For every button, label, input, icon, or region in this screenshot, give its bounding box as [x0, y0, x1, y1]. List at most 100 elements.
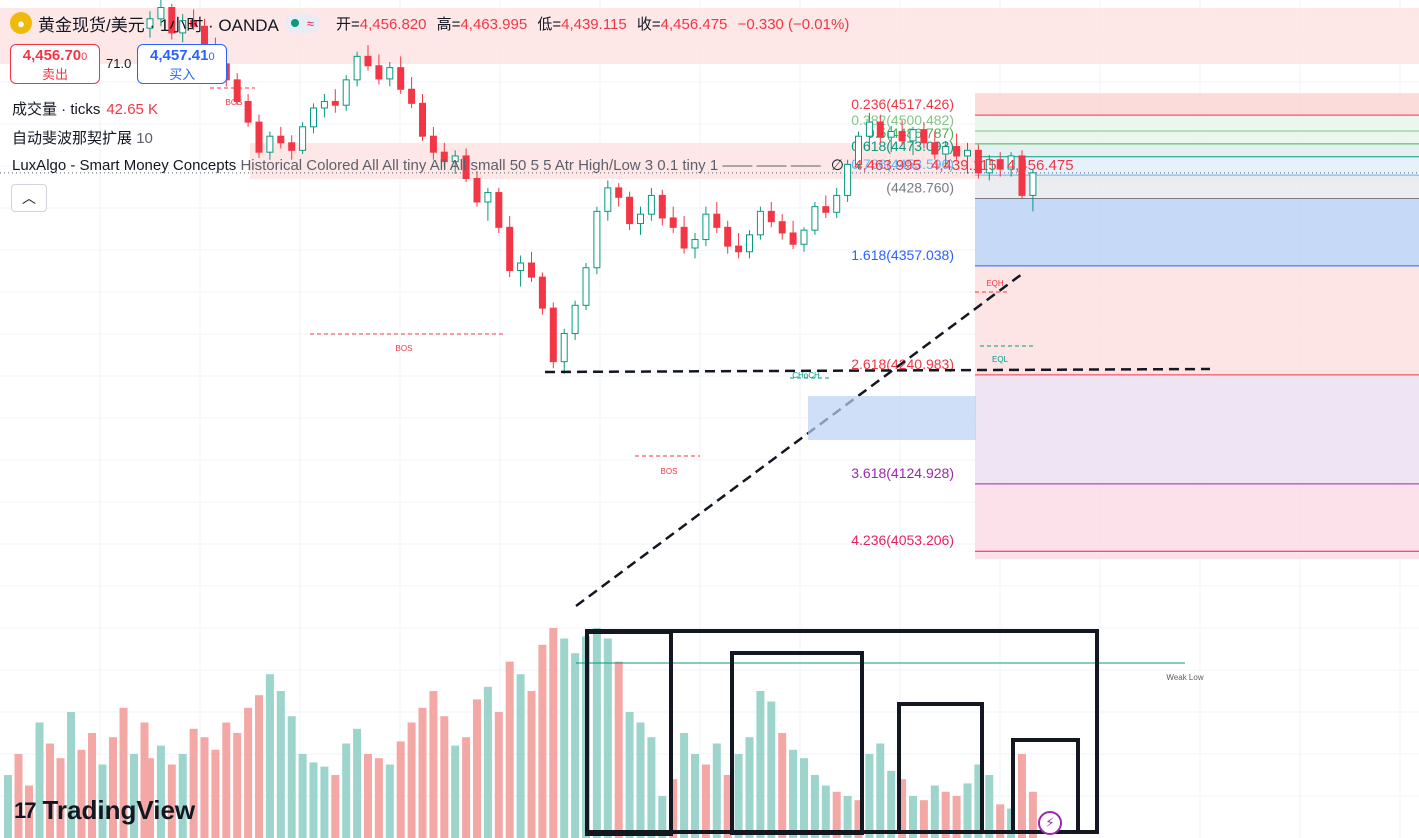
volume-bar — [767, 701, 776, 838]
buy-button[interactable]: 4,457.410 买入 — [137, 44, 228, 84]
fib-level-label: 3.618(4124.928) — [851, 465, 954, 481]
fib-zone — [975, 551, 1419, 560]
volume-bar — [374, 758, 383, 838]
low-label: 低= — [537, 15, 562, 33]
candle-body — [942, 146, 950, 155]
candle-body — [702, 213, 710, 241]
volume-bar — [56, 758, 65, 838]
volume-bar — [712, 743, 721, 838]
candle-body — [419, 102, 426, 137]
volume-bar — [800, 758, 808, 838]
volume-bar — [451, 745, 460, 838]
volume-bar — [854, 800, 863, 838]
indicator-smc-params: Historical Colored All All tiny All All … — [240, 157, 719, 174]
candle-body — [855, 135, 862, 165]
close-value: 4,456.475 — [660, 15, 728, 33]
indicator-smc-value-1: 4,463.995 — [854, 157, 921, 174]
volume-bar — [146, 758, 154, 838]
fib-level-label: 4.236(4053.206) — [851, 532, 954, 548]
volume-bar — [265, 674, 274, 838]
candle-body — [1007, 155, 1015, 170]
indicator-volume-value: 42.65 K — [106, 101, 159, 118]
candle-body — [233, 79, 241, 102]
fib-zone — [975, 175, 1419, 199]
candle-body — [528, 262, 535, 278]
candle-body — [408, 88, 416, 104]
lightning-icon[interactable]: ⚡ — [1038, 811, 1062, 835]
candle-body — [593, 210, 601, 269]
structure-label: EQH — [986, 279, 1004, 288]
candle-body — [353, 55, 361, 81]
volume-bar — [353, 728, 362, 838]
candle-body — [440, 151, 448, 163]
open-value: 4,456.820 — [359, 15, 427, 33]
indicator-smc-dashes: —— —— —— — [722, 157, 821, 174]
indicator-smc-name: LuxAlgo - Smart Money Concepts — [12, 157, 237, 174]
premium-zone-band — [0, 8, 1419, 64]
candle-body — [168, 7, 176, 34]
high-label: 高= — [436, 15, 461, 33]
sell-price: 4,456.70 — [22, 47, 82, 64]
order-block — [808, 396, 976, 440]
volume-bar — [440, 716, 449, 838]
volume-bar — [222, 722, 231, 838]
indicator-volume-name: 成交量 · ticks — [12, 101, 101, 118]
ohlc-readout: 开=4,456.820 高=4,463.995 低=4,439.115 收=4,… — [336, 13, 855, 34]
volume-bar — [167, 764, 176, 838]
volume-bar — [320, 766, 329, 838]
candle-body — [844, 163, 852, 196]
open-label: 开= — [336, 15, 360, 33]
volume-bar — [494, 712, 503, 838]
volume-bar — [505, 661, 514, 838]
volume-bar — [407, 722, 416, 838]
volume-bar — [88, 733, 96, 838]
symbol-title[interactable]: 黄金现货/美元 · 1小时 · OANDA — [38, 15, 279, 35]
candle-body — [473, 177, 481, 203]
volume-bar — [77, 749, 86, 838]
volume-bar — [919, 800, 928, 838]
candle-body — [637, 213, 644, 225]
indicator-smc[interactable]: LuxAlgo - Smart Money Concepts Historica… — [12, 156, 1074, 174]
volume-bar — [810, 775, 819, 838]
structure-label: EQL — [992, 355, 1009, 364]
candle-body — [310, 107, 317, 128]
volume-bar — [130, 754, 138, 838]
collapse-legend-button[interactable]: ︿ — [11, 184, 47, 212]
volume-bar — [832, 791, 841, 838]
volume-bar — [200, 737, 209, 838]
candle-body — [549, 307, 557, 363]
volume-bar — [189, 728, 198, 838]
fib-level-label: (4428.760) — [886, 179, 954, 195]
sell-button[interactable]: 4,456.700 卖出 — [10, 44, 100, 84]
candle-body — [1018, 155, 1026, 196]
fib-zone — [975, 131, 1419, 144]
volume-bar — [211, 749, 220, 838]
candle-body — [266, 135, 274, 153]
candle-body — [299, 126, 307, 151]
volume-bar — [1018, 754, 1026, 838]
structure-label: CHoCH — [792, 371, 820, 380]
candle-body — [974, 149, 982, 174]
candle-body — [342, 79, 350, 106]
indicator-fib[interactable]: 自动斐波那契扩展 10 — [12, 127, 153, 148]
candle-body — [364, 55, 372, 67]
volume-bar — [603, 638, 612, 838]
candle-body — [833, 194, 841, 213]
indicator-volume[interactable]: 成交量 · ticks 42.65 K — [12, 98, 158, 119]
candle-body — [517, 262, 525, 272]
candle-body — [953, 146, 961, 157]
structure-label: Weak Low — [1166, 673, 1203, 682]
volume-bar — [538, 644, 547, 838]
volume-bar — [636, 722, 645, 838]
candle-body — [931, 142, 939, 155]
candle-body — [865, 121, 873, 137]
candle-body — [255, 121, 263, 153]
market-status-pill[interactable]: ≈ — [284, 13, 320, 33]
volume-bar — [974, 764, 983, 838]
volume-bar — [4, 775, 12, 838]
candle-body — [789, 232, 797, 245]
candle-body — [713, 213, 721, 228]
uptrend-line — [575, 272, 1023, 608]
volume-bar — [309, 762, 318, 838]
